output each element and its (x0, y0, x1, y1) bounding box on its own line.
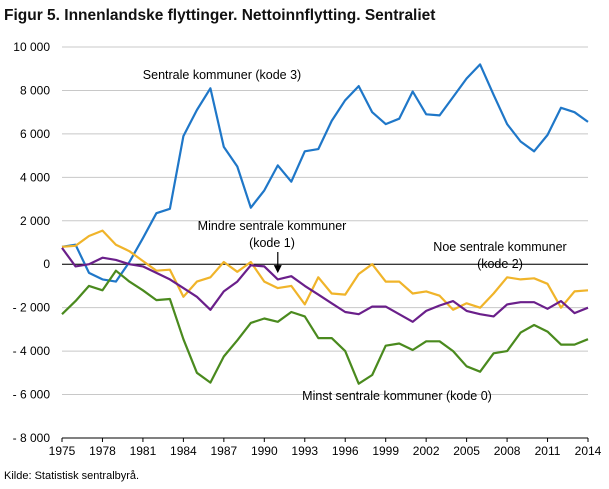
x-tick-label: 1987 (210, 444, 237, 458)
x-tick-label: 2005 (453, 444, 480, 458)
series-line-sentrale-kommuner-kode-3 (61, 63, 589, 283)
series-line-noe-sentrale-kommuner-kode-2 (61, 229, 589, 311)
source-note: Kilde: Statistisk sentralbyrå. (4, 470, 140, 482)
x-tick-label: 2002 (413, 444, 440, 458)
annotation-label-kode0: Minst sentrale kommuner (kode 0) (302, 389, 492, 403)
y-tick-label: - 6 000 (13, 388, 51, 402)
x-axis-tick-labels: 1975 1978 1981 1984 1987 1990 1993 1996 1999 2002… (49, 438, 602, 458)
annotation-label-kode1: Mindre sentrale kommuner (198, 219, 347, 233)
annotation-label-kode1: (kode 1) (249, 236, 295, 250)
x-tick-label: 1996 (332, 444, 359, 458)
x-tick-label: 2008 (494, 444, 521, 458)
x-tick-label: 1993 (291, 444, 318, 458)
x-tick-label: 1978 (89, 444, 116, 458)
y-tick-label: - 4 000 (13, 344, 51, 358)
series-line-minst-sentrale-kommuner-kode-0 (61, 269, 589, 385)
x-tick-label: 1981 (130, 444, 157, 458)
series-lines (61, 63, 589, 385)
x-tick-label: 2011 (535, 444, 561, 458)
chart-title: Figur 5. Innenlandske flyttinger. Nettoi… (4, 7, 436, 24)
x-tick-label: 2014 (575, 444, 602, 458)
y-tick-label: 0 (43, 257, 50, 271)
annotation-label-kode2: (kode 2) (477, 257, 523, 271)
y-axis-tick-labels: 10 000 8 000 6 000 4 000 2 000 0 - 2 000 - 4 00… (13, 40, 51, 445)
series-annotations: Sentrale kommuner (kode 3) Mindre sentral… (143, 68, 567, 403)
grid-lines (62, 46, 588, 439)
y-tick-label: 10 000 (13, 40, 50, 54)
y-tick-label: 4 000 (20, 170, 50, 184)
y-tick-label: - 8 000 (13, 431, 51, 445)
x-tick-label: 1990 (251, 444, 278, 458)
y-tick-label: 2 000 (20, 214, 50, 228)
x-tick-label: 1975 (49, 444, 76, 458)
x-tick-label: 1984 (170, 444, 197, 458)
annotation-arrow-head (273, 265, 282, 274)
y-tick-label: 8 000 (20, 83, 50, 97)
x-tick-label: 1999 (372, 444, 399, 458)
y-tick-label: 6 000 (20, 127, 50, 141)
series-line-mindre-sentrale-kommuner-kode-1 (61, 247, 589, 323)
annotation-label-kode3: Sentrale kommuner (kode 3) (143, 68, 301, 82)
y-tick-label: - 2 000 (13, 301, 51, 315)
annotation-label-kode2: Noe sentrale kommuner (433, 240, 566, 254)
